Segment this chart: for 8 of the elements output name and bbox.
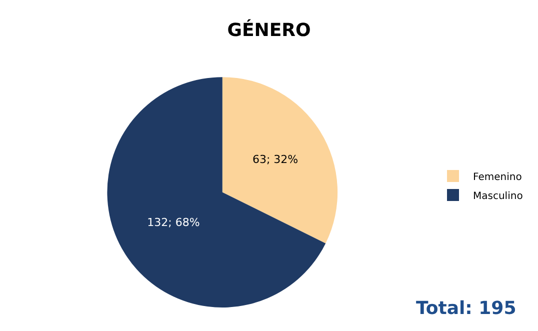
pie-slice <box>107 77 326 308</box>
data-label: 63; 32% <box>252 152 298 166</box>
data-label: 132; 68% <box>147 216 200 230</box>
legend-label: Femenino <box>473 172 522 183</box>
text: Total: 195 <box>416 298 516 319</box>
legend-label: Masculino <box>473 190 523 202</box>
chart-title: GÉNERO <box>227 18 311 41</box>
pie-slice <box>222 77 338 244</box>
